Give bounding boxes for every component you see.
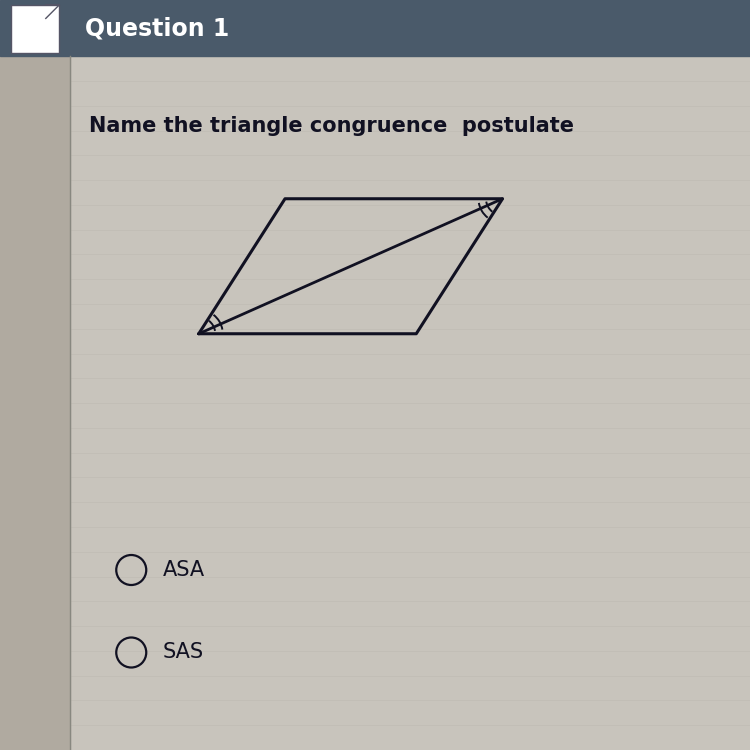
Bar	[10, 4, 59, 52]
Bar	[0, 0, 750, 56]
Text: Name the triangle congruence  postulate: Name the triangle congruence postulate	[88, 116, 574, 136]
Text: Question 1: Question 1	[85, 16, 230, 40]
Bar	[0, 56, 70, 750]
Text: ASA: ASA	[163, 560, 205, 580]
Text: SAS: SAS	[163, 643, 204, 662]
